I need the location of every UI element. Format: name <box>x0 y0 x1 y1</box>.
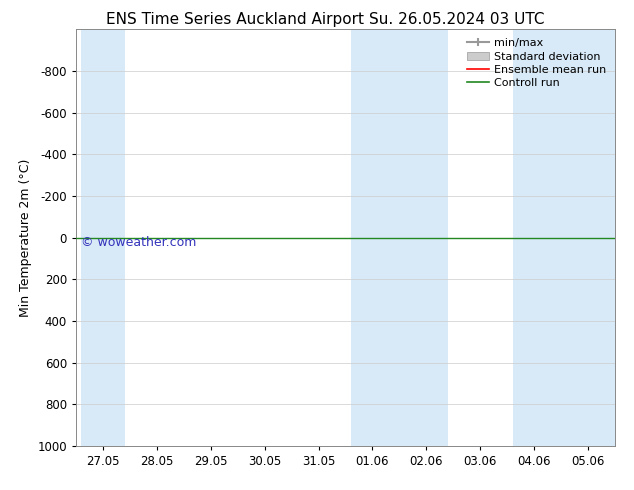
Legend: min/max, Standard deviation, Ensemble mean run, Controll run: min/max, Standard deviation, Ensemble me… <box>464 35 609 92</box>
Text: ENS Time Series Auckland Airport: ENS Time Series Auckland Airport <box>106 12 363 27</box>
Bar <box>512 29 615 446</box>
Bar <box>351 29 448 446</box>
Text: Su. 26.05.2024 03 UTC: Su. 26.05.2024 03 UTC <box>369 12 544 27</box>
Bar <box>81 29 124 446</box>
Y-axis label: Min Temperature 2m (°C): Min Temperature 2m (°C) <box>19 158 32 317</box>
Text: © woweather.com: © woweather.com <box>81 236 197 248</box>
